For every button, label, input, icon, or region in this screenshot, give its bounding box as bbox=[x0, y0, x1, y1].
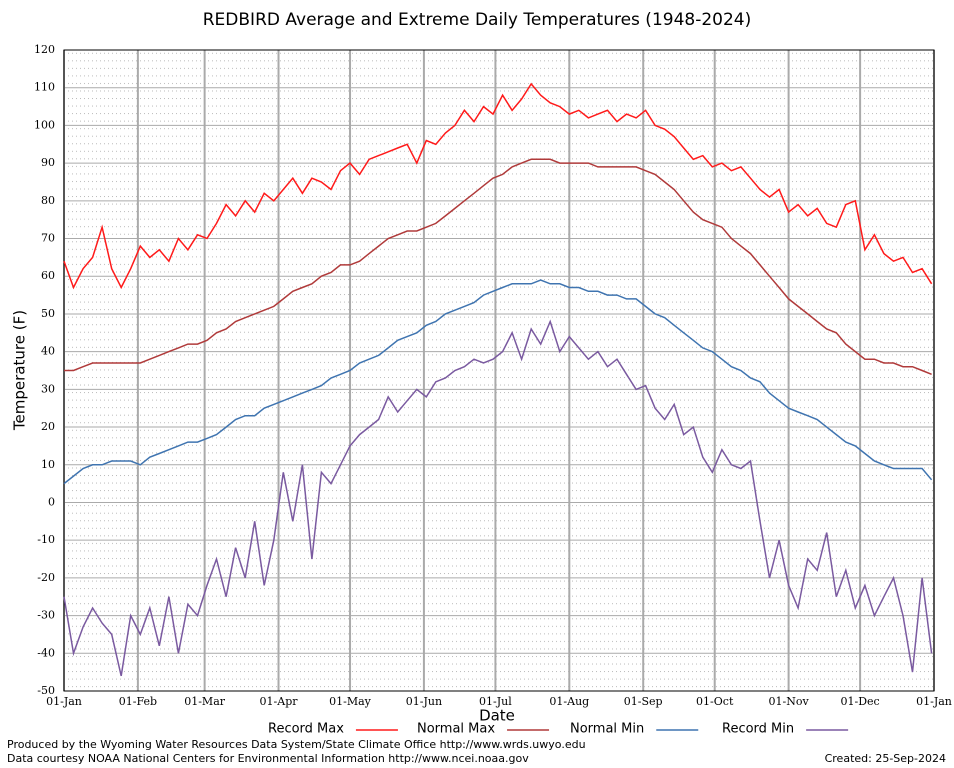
series-line bbox=[64, 158, 932, 375]
y-tick-label: 70 bbox=[41, 232, 55, 245]
x-tick-label: 01-Aug bbox=[549, 695, 589, 708]
series-line bbox=[63, 279, 933, 485]
x-tick-label: 01-Jan bbox=[916, 695, 952, 708]
x-tick-label: 01-Nov bbox=[769, 695, 810, 708]
x-tick-label: 01-Jul bbox=[479, 695, 512, 708]
y-tick-label: 80 bbox=[41, 194, 55, 207]
legend-label: Normal Min bbox=[570, 722, 644, 737]
y-tick-label: -10 bbox=[37, 533, 55, 546]
x-tick-label: 01-Jan bbox=[46, 695, 82, 708]
y-tick-label: 110 bbox=[34, 81, 55, 94]
y-tick-label: -50 bbox=[37, 684, 55, 697]
series-line bbox=[63, 82, 933, 290]
x-tick-label: 01-Sep bbox=[624, 695, 663, 708]
x-tick-label: 01-Apr bbox=[260, 695, 299, 708]
y-tick-label: 10 bbox=[41, 458, 55, 471]
y-tick-label: 20 bbox=[41, 420, 55, 433]
footer-text: Data courtesy NOAA National Centers for … bbox=[7, 752, 529, 765]
y-tick-label: 40 bbox=[41, 345, 55, 358]
x-tick-label: 01-Feb bbox=[119, 695, 157, 708]
y-tick-label: -20 bbox=[37, 571, 55, 584]
y-tick-label: 30 bbox=[41, 382, 55, 395]
y-tick-label: 90 bbox=[41, 156, 55, 169]
legend-label: Record Max bbox=[268, 722, 344, 737]
plot-background bbox=[64, 50, 934, 691]
y-tick-label: 120 bbox=[34, 43, 55, 56]
x-tick-label: 01-Dec bbox=[841, 695, 880, 708]
y-tick-label: 100 bbox=[34, 118, 55, 131]
y-axis-label: Temperature (F) bbox=[11, 310, 29, 431]
x-tick-label: 01-May bbox=[329, 695, 372, 708]
y-tick-label: -30 bbox=[37, 609, 55, 622]
x-tick-label: 01-Oct bbox=[696, 695, 734, 708]
legend-label: Record Min bbox=[722, 722, 794, 737]
footer-created: Created: 25-Sep-2024 bbox=[825, 752, 946, 765]
legend-label: Normal Max bbox=[417, 722, 495, 737]
x-tick-label: 01-Mar bbox=[184, 695, 226, 708]
y-tick-label: 50 bbox=[41, 307, 55, 320]
y-tick-label: 0 bbox=[48, 495, 55, 508]
footer-text: Produced by the Wyoming Water Resources … bbox=[7, 738, 586, 751]
y-tick-label: -40 bbox=[37, 646, 55, 659]
chart-title: REDBIRD Average and Extreme Daily Temper… bbox=[203, 10, 751, 30]
x-tick-label: 01-Jun bbox=[406, 695, 442, 708]
series-line bbox=[63, 319, 933, 677]
x-axis-label: Date bbox=[479, 707, 515, 725]
y-tick-label: 60 bbox=[41, 269, 55, 282]
